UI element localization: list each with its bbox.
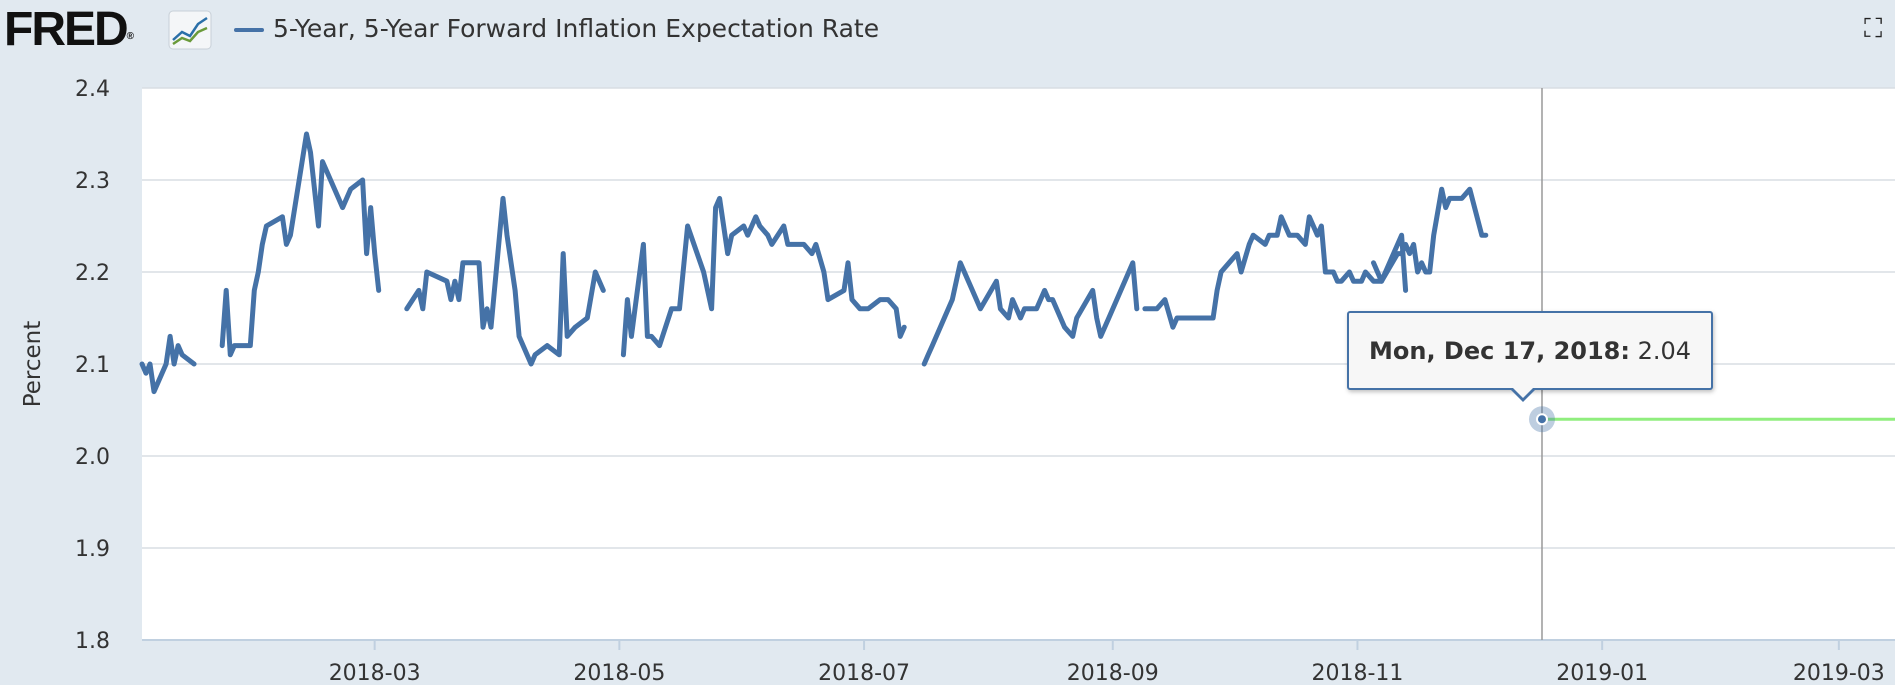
x-tick-label: 2019-01 [1556, 661, 1648, 685]
series-segment-2[interactable] [404, 195, 606, 367]
series-line [139, 131, 1489, 395]
x-tick-label: 2018-07 [818, 661, 910, 685]
expand-icon[interactable]: ⛶ [1864, 14, 1883, 44]
line-graph-icon[interactable] [168, 10, 212, 50]
series-segment-6[interactable] [1371, 186, 1489, 284]
y-axis: 1.8 1.9 2.0 2.1 2.2 2.3 2.4 [75, 77, 110, 654]
x-tick-label: 2018-11 [1312, 661, 1404, 685]
y-tick-label: 2.2 [75, 261, 110, 286]
tooltip-date: Mon, Dec 17, 2018: [1369, 337, 1630, 365]
x-tick-label: 2018-09 [1067, 661, 1159, 685]
y-tick-label: 1.9 [75, 537, 110, 562]
registered-mark: ® [126, 31, 135, 42]
y-axis-label: Percent [20, 321, 46, 408]
series-segment-4[interactable] [921, 260, 1140, 367]
y-tick-label: 2.3 [75, 169, 110, 194]
fred-logo-text: FRED [4, 3, 129, 56]
x-tick-label: 2019-03 [1793, 661, 1885, 685]
fred-logo[interactable]: FRED® [4, 2, 134, 65]
x-tick-label: 2018-05 [573, 661, 665, 685]
data-tooltip: Mon, Dec 17, 2018: 2.04 [1347, 311, 1714, 402]
highlight-point[interactable] [1535, 413, 1548, 426]
series-segment-3[interactable] [620, 195, 907, 358]
legend-label[interactable]: 5-Year, 5-Year Forward Inflation Expecta… [273, 14, 880, 43]
x-axis: 2018-03 2018-05 2018-07 2018-09 2018-11 2019-… [142, 639, 1895, 685]
series-segment-1[interactable] [219, 131, 382, 358]
series-segment-5[interactable] [1142, 214, 1409, 330]
x-tick-label: 2018-03 [329, 661, 421, 685]
tooltip-caret [1510, 387, 1536, 402]
y-tick-label: 2.4 [75, 77, 110, 102]
y-tick-label: 2.1 [75, 353, 110, 378]
y-tick-label: 2.0 [75, 445, 110, 470]
y-tick-label: 1.8 [75, 629, 110, 654]
legend-swatch[interactable] [234, 28, 264, 32]
chart-header: FRED® 5-Year, 5-Year Forward Inflation E… [0, 0, 1895, 60]
tooltip-value: 2.04 [1637, 337, 1692, 365]
series-segment-0[interactable] [139, 333, 197, 395]
